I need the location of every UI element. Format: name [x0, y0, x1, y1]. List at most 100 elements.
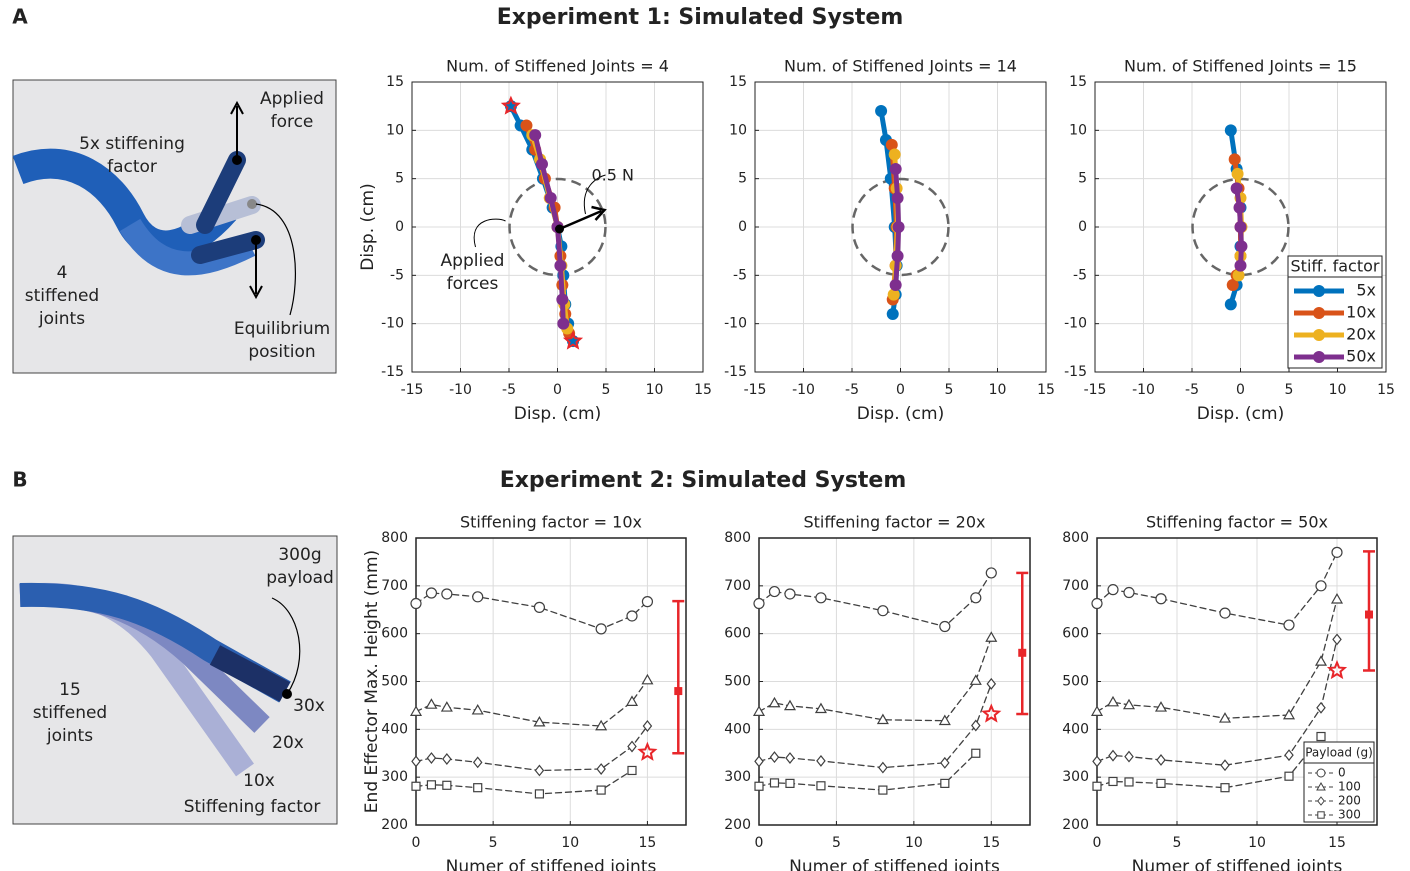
series-line [415, 725, 649, 772]
marker [1226, 279, 1239, 291]
y-tick-label: 5 [395, 171, 404, 187]
marker [1316, 701, 1326, 714]
marker [891, 192, 904, 204]
marker [411, 781, 421, 791]
marker [1316, 731, 1326, 742]
x-tick-label: -15 [1084, 382, 1107, 398]
illustration-label: 20x [272, 733, 304, 753]
illustration-label: 15 stiffened joints [32, 680, 108, 746]
legend-swatch [1313, 329, 1325, 341]
marker [595, 719, 608, 731]
marker [1314, 655, 1328, 666]
y-axis-label: End Effector Max. Height (mm) [362, 550, 382, 813]
marker [816, 781, 826, 791]
x-tick-label: 5 [945, 382, 954, 398]
robot-arm [19, 582, 291, 703]
y-tick-label: -10 [1064, 316, 1087, 332]
section-title: Experiment 2: Simulated System [500, 468, 907, 493]
illustration-label: Applied force [260, 89, 324, 132]
marker [409, 705, 423, 716]
marker [425, 698, 438, 709]
center-point [555, 224, 564, 234]
legend-label: 20x [1346, 325, 1376, 344]
marker [1123, 586, 1135, 599]
marker [1124, 777, 1134, 787]
plot-frame [758, 537, 1031, 826]
y-tick-label: 10 [729, 122, 747, 138]
illustration-label: 10x [243, 771, 275, 791]
leader [583, 174, 606, 215]
marker [554, 259, 567, 272]
x-tick-label: 15 [694, 382, 712, 398]
y-tick-label: 0 [738, 219, 747, 235]
plot-frame [411, 81, 704, 373]
x-tick-label: 5 [1285, 382, 1294, 398]
marker [544, 192, 557, 204]
marker [1332, 633, 1342, 646]
plot-frame [1094, 81, 1387, 373]
illustration-label: 4 stiffened joints [24, 263, 100, 329]
marker [940, 756, 950, 769]
y-tick-label: 700 [381, 578, 408, 594]
marker [1234, 259, 1247, 272]
illustration-label: Equilibrium position [233, 319, 331, 362]
arrow-head [249, 285, 263, 300]
marker [785, 752, 795, 764]
force-circle [851, 177, 950, 277]
marker [816, 754, 826, 767]
marker [472, 756, 483, 769]
x-tick-label: -10 [449, 382, 472, 398]
section-title: Experiment 1: Simulated System [497, 5, 904, 30]
marker [533, 715, 546, 727]
marker [473, 783, 483, 793]
annotation: 0.5 N [592, 166, 635, 185]
marker [1090, 705, 1104, 716]
x-tick-label: 10 [646, 382, 664, 398]
y-tick-label: -5 [733, 267, 747, 283]
marker [892, 221, 905, 233]
marker [889, 279, 902, 291]
marker [769, 751, 780, 764]
y-tick-label: -10 [381, 316, 404, 332]
x-axis-label: Numer of stiffened joints [446, 857, 657, 871]
y-tick-label: 700 [1062, 578, 1089, 594]
marker [1233, 201, 1246, 214]
x-tick-label: 10 [905, 835, 923, 851]
marker [411, 755, 421, 768]
marker [1155, 593, 1167, 605]
x-tick-label: 0 [412, 835, 421, 851]
marker [1220, 759, 1230, 772]
range-mid [1365, 610, 1373, 619]
marker [815, 592, 827, 604]
range-mid [1018, 648, 1027, 657]
marker [534, 789, 545, 799]
marker [784, 588, 796, 600]
legend-box [1303, 741, 1375, 823]
marker [985, 631, 998, 642]
arrow-head [591, 205, 607, 221]
x-tick-label: 5 [489, 835, 498, 851]
x-axis-label: Disp. (cm) [1197, 404, 1284, 424]
marker [1092, 781, 1102, 791]
marker [441, 588, 453, 600]
marker [1124, 750, 1134, 763]
marker [533, 601, 546, 613]
legend-label: 200 [1338, 794, 1361, 808]
marker [425, 587, 438, 599]
y-tick-label: 15 [386, 74, 404, 90]
marker [785, 778, 795, 788]
y-tick-label: 300 [724, 769, 751, 785]
robot-arm [209, 645, 291, 702]
y-tick-label: 500 [1062, 674, 1089, 690]
marker [529, 129, 542, 142]
marker [626, 610, 638, 622]
x-axis-label: Disp. (cm) [514, 404, 601, 424]
range-mid [674, 687, 683, 696]
marker [768, 696, 781, 708]
y-tick-label: 600 [724, 626, 751, 642]
legend-swatch [1316, 768, 1326, 778]
illustration [12, 79, 337, 374]
marker [535, 158, 548, 171]
